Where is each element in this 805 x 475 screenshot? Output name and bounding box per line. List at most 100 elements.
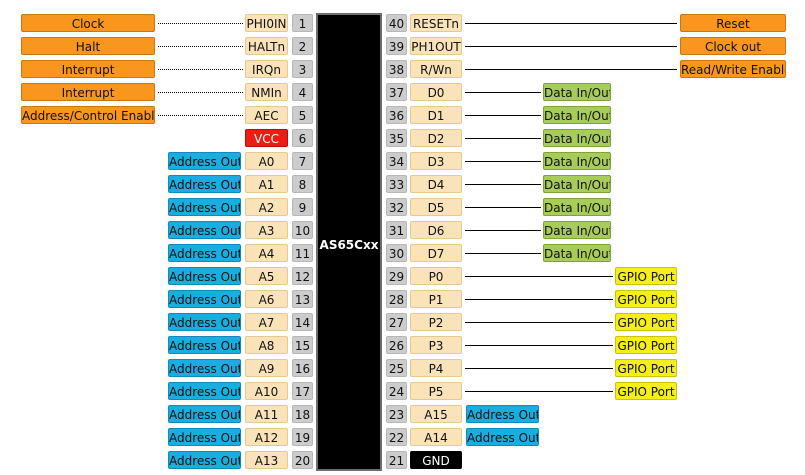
signal-label-data-in-out: Data In/Out <box>543 152 611 170</box>
signal-label-address-out: Address Out <box>168 405 241 423</box>
pin-number-32: 32 <box>386 198 407 216</box>
connector-line <box>465 299 613 300</box>
pin-number-30: 30 <box>386 244 407 262</box>
connector-line <box>465 322 613 323</box>
pin-name-p3: P3 <box>410 336 462 354</box>
signal-label-address-out: Address Out <box>466 428 539 446</box>
pin-name-a3: A3 <box>245 221 288 239</box>
signal-label-gpio-port: GPIO Port <box>615 359 677 377</box>
pin-number-37: 37 <box>386 83 407 101</box>
pin-number-39: 39 <box>386 37 407 55</box>
pin-number-23: 23 <box>386 405 407 423</box>
pin-name-resetn: RESETn <box>410 14 462 32</box>
connector-line <box>465 230 541 231</box>
signal-label-address-out: Address Out <box>168 451 241 469</box>
signal-label-halt: Halt <box>21 37 155 55</box>
pin-number-38: 38 <box>386 60 407 78</box>
connector-line <box>465 69 677 70</box>
signal-label-address-out: Address Out <box>168 428 241 446</box>
signal-label-address-out: Address Out <box>168 336 241 354</box>
connector-line <box>465 345 613 346</box>
pin-name-a1: A1 <box>245 175 288 193</box>
pin-name-a9: A9 <box>245 359 288 377</box>
pin-name-irqn: IRQn <box>245 60 288 78</box>
connector-line <box>465 138 541 139</box>
pin-number-20: 20 <box>292 451 313 469</box>
signal-label-clock: Clock <box>21 14 155 32</box>
pin-number-1: 1 <box>292 14 313 32</box>
connector-line <box>465 276 613 277</box>
pin-name-p1: P1 <box>410 290 462 308</box>
pin-name-p0: P0 <box>410 267 462 285</box>
pin-number-36: 36 <box>386 106 407 124</box>
signal-label-address-out: Address Out <box>168 198 241 216</box>
pin-number-33: 33 <box>386 175 407 193</box>
pin-number-16: 16 <box>292 359 313 377</box>
pin-name-gnd: GND <box>410 451 462 469</box>
pin-number-11: 11 <box>292 244 313 262</box>
pin-number-35: 35 <box>386 129 407 147</box>
pin-number-31: 31 <box>386 221 407 239</box>
pin-number-26: 26 <box>386 336 407 354</box>
signal-label-address-out: Address Out <box>168 244 241 262</box>
pin-number-12: 12 <box>292 267 313 285</box>
pin-number-8: 8 <box>292 175 313 193</box>
signal-label-clock-out: Clock out <box>680 37 786 55</box>
signal-label-data-in-out: Data In/Out <box>543 244 611 262</box>
connector-line <box>465 253 541 254</box>
signal-label-gpio-port: GPIO Port <box>615 290 677 308</box>
pin-number-4: 4 <box>292 83 313 101</box>
signal-label-data-in-out: Data In/Out <box>543 129 611 147</box>
signal-label-address-out: Address Out <box>168 152 241 170</box>
chip-body: AS65Cxx <box>316 13 382 471</box>
signal-label-interrupt: Interrupt <box>21 83 155 101</box>
pin-number-40: 40 <box>386 14 407 32</box>
pin-name-nmin: NMIn <box>245 83 288 101</box>
pin-name-d4: D4 <box>410 175 462 193</box>
pin-number-7: 7 <box>292 152 313 170</box>
signal-label-gpio-port: GPIO Port <box>615 267 677 285</box>
pin-number-17: 17 <box>292 382 313 400</box>
pin-number-34: 34 <box>386 152 407 170</box>
connector-line <box>465 184 541 185</box>
pin-name-d5: D5 <box>410 198 462 216</box>
signal-label-address-out: Address Out <box>168 382 241 400</box>
connector-line <box>158 23 243 24</box>
pin-name-aec: AEC <box>245 106 288 124</box>
signal-label-gpio-port: GPIO Port <box>615 313 677 331</box>
pin-name-a7: A7 <box>245 313 288 331</box>
pin-name-d7: D7 <box>410 244 462 262</box>
pin-name-a8: A8 <box>245 336 288 354</box>
signal-label-data-in-out: Data In/Out <box>543 198 611 216</box>
pin-name-a5: A5 <box>245 267 288 285</box>
signal-label-read-write-enable: Read/Write Enable <box>680 60 786 78</box>
pin-name-d6: D6 <box>410 221 462 239</box>
signal-label-gpio-port: GPIO Port <box>615 382 677 400</box>
signal-label-address-out: Address Out <box>168 267 241 285</box>
signal-label-gpio-port: GPIO Port <box>615 336 677 354</box>
connector-line <box>158 69 243 70</box>
pin-number-5: 5 <box>292 106 313 124</box>
pin-name-phi0in: PHI0IN <box>245 14 288 32</box>
pin-number-14: 14 <box>292 313 313 331</box>
pin-name-ph1out: PH1OUT <box>410 37 462 55</box>
pin-number-2: 2 <box>292 37 313 55</box>
signal-label-address-out: Address Out <box>466 405 539 423</box>
pin-name-a15: A15 <box>410 405 462 423</box>
signal-label-interrupt: Interrupt <box>21 60 155 78</box>
connector-line <box>465 46 677 47</box>
pin-name-d3: D3 <box>410 152 462 170</box>
pin-name-a13: A13 <box>245 451 288 469</box>
pin-number-13: 13 <box>292 290 313 308</box>
pin-number-21: 21 <box>386 451 407 469</box>
pin-number-24: 24 <box>386 382 407 400</box>
pin-name-haltn: HALTn <box>245 37 288 55</box>
connector-line <box>465 207 541 208</box>
pin-number-27: 27 <box>386 313 407 331</box>
connector-line <box>465 23 677 24</box>
pin-name-a0: A0 <box>245 152 288 170</box>
signal-label-reset: Reset <box>680 14 786 32</box>
pin-number-25: 25 <box>386 359 407 377</box>
pin-name-a11: A11 <box>245 405 288 423</box>
